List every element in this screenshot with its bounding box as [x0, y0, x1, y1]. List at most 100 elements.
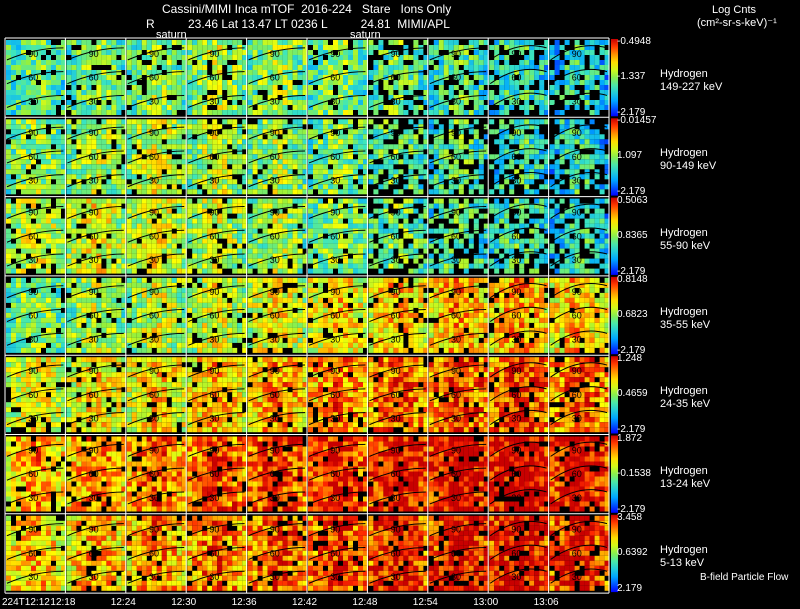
contour-label: 30 — [270, 96, 280, 106]
panel-r5-c5: 90 60 30 — [308, 436, 368, 512]
contour-label: 90 — [391, 525, 401, 535]
contour-label: 30 — [451, 493, 461, 503]
contour-label: 90 — [270, 128, 280, 138]
contour-label: 30 — [209, 96, 219, 106]
contour-line — [308, 229, 366, 243]
colorbar-max-value: -0.4948 — [617, 36, 651, 47]
panel-r1-c8: 90 60 30 — [489, 119, 550, 195]
contour-label: 30 — [572, 493, 582, 503]
colorbar-max-value: 1.872 — [617, 432, 643, 444]
contour-label: 30 — [391, 255, 401, 265]
contour-line — [429, 174, 487, 188]
contour-label: 60 — [391, 231, 401, 241]
contour-line — [188, 205, 245, 219]
contour-label: 60 — [28, 152, 38, 162]
contour-line — [429, 94, 487, 108]
contour-line — [489, 489, 547, 505]
contour-line — [67, 332, 124, 346]
contour-label: 90 — [149, 128, 159, 138]
contour-label: 30 — [209, 334, 219, 344]
contour-label: 30 — [330, 414, 340, 424]
contour-label: 60 — [28, 231, 38, 241]
contour-line — [188, 309, 245, 323]
contour-line — [369, 94, 426, 108]
x-tick-label: 12:54 — [412, 597, 438, 608]
contour-line — [188, 388, 245, 402]
contour-line — [188, 546, 245, 560]
contour-label: 90 — [270, 366, 280, 376]
contour-line — [550, 68, 608, 85]
contour-label: 60 — [209, 469, 219, 479]
species-label: Hydrogen — [660, 305, 708, 318]
contour-label: 60 — [511, 73, 521, 83]
contour-line — [308, 364, 366, 378]
contour-line — [550, 465, 608, 481]
contour-line — [369, 285, 426, 299]
panel-r6-c8: 90 60 30 — [489, 515, 550, 591]
contour-line — [188, 332, 245, 346]
contour-label: 90 — [451, 525, 461, 535]
contour-label: 90 — [270, 49, 280, 59]
colorbar-mid-value: -1.337 — [617, 71, 646, 82]
contour-label: 30 — [330, 493, 340, 503]
panel-r6-c5: 90 60 30 — [308, 515, 368, 591]
contour-label: 60 — [28, 311, 38, 321]
panel-r0-c5: 90 60 30 — [308, 40, 368, 115]
contour-label: 90 — [149, 49, 159, 59]
contour-line — [188, 570, 245, 584]
colorbar-min-value: -2.179 — [617, 344, 646, 356]
contour-label: 30 — [209, 414, 219, 424]
contour-line — [127, 253, 185, 267]
contour-label: 60 — [149, 548, 159, 558]
contour-label: 90 — [149, 287, 159, 297]
contour-line — [308, 94, 366, 108]
contour-label: 90 — [149, 525, 159, 535]
contour-line — [67, 253, 124, 267]
contour-label: 90 — [28, 525, 38, 535]
contour-line — [6, 309, 64, 323]
contour-label: 60 — [270, 311, 280, 321]
panel-r2-c4: 90 60 30 — [247, 198, 308, 274]
contour-line — [6, 205, 64, 219]
contour-label: 30 — [451, 414, 461, 424]
contour-line — [550, 409, 608, 426]
contour-label: 60 — [89, 548, 99, 558]
contour-label: 30 — [572, 414, 582, 424]
contour-line — [6, 388, 64, 402]
panel-r2-c6: 90 60 30 — [368, 198, 429, 274]
contour-label: 60 — [149, 311, 159, 321]
contour-label: 60 — [270, 231, 280, 241]
energy-range-label: 149-227 keV — [660, 81, 723, 93]
species-label: Hydrogen — [660, 385, 708, 398]
panel-r6-c9: 90 60 30 — [549, 515, 610, 591]
contour-line — [248, 285, 306, 299]
contour-label: 90 — [89, 366, 99, 376]
contour-line — [248, 174, 306, 188]
contour-line — [308, 523, 366, 537]
contour-line — [308, 388, 366, 402]
contour-label: 60 — [28, 548, 38, 558]
contour-label: 60 — [270, 73, 280, 83]
contour-label: 60 — [451, 231, 461, 241]
contour-label: 60 — [270, 152, 280, 162]
contour-label: 90 — [391, 49, 401, 59]
panel-r3-c9: 90 60 30 — [549, 277, 610, 353]
contour-line — [550, 306, 608, 322]
contour-line — [6, 285, 64, 299]
colorbar-max-value: 0.5063 — [617, 194, 648, 206]
contour-line — [429, 523, 487, 537]
colorbar-min-value: -2.179 — [617, 424, 646, 436]
panel-r4-c8: 90 60 30 — [489, 357, 550, 433]
contour-line — [489, 45, 547, 61]
colorbar — [611, 514, 618, 593]
contour-label: 90 — [511, 49, 521, 59]
contour-label: 60 — [391, 390, 401, 400]
panel-r1-c6: 90 60 30 — [368, 119, 429, 195]
panel-r4-c2: 90 60 30 — [126, 357, 187, 433]
contour-line — [489, 92, 547, 108]
panel-r2-c1: 90 60 30 — [66, 198, 127, 274]
contour-label: 60 — [330, 548, 340, 558]
colorbar — [611, 197, 618, 275]
colorbar-min-value: -2.179 — [617, 186, 646, 198]
